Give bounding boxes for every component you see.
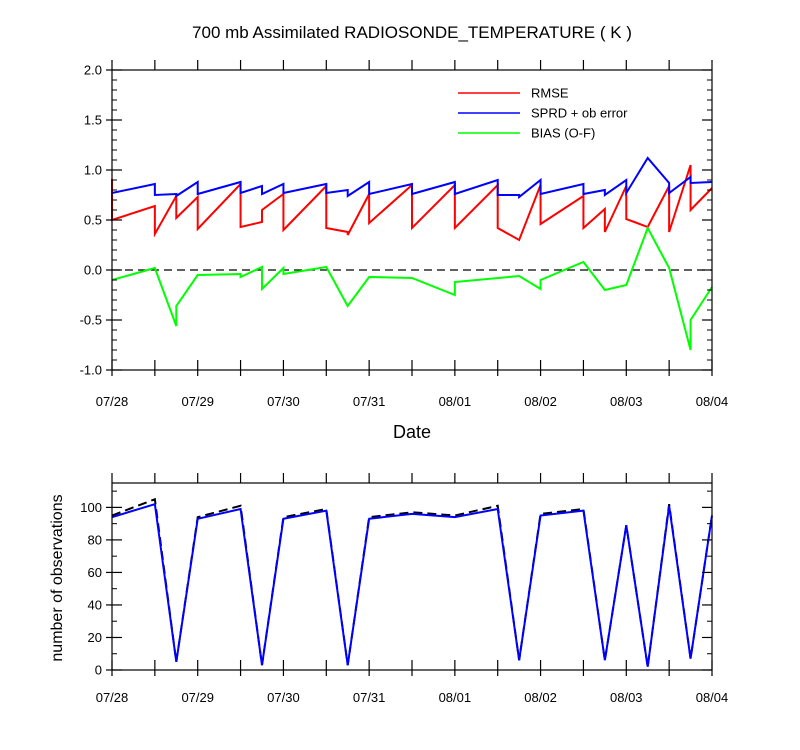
y-tick-label: 2.0: [84, 63, 102, 78]
y-tick-label: 60: [88, 565, 102, 580]
y-tick-label: 0.0: [84, 263, 102, 278]
chart-title: 700 mb Assimilated RADIOSONDE_TEMPERATUR…: [192, 23, 632, 42]
y-tick-label: 100: [80, 500, 102, 515]
legend-label-sprd-ob-error: SPRD + ob error: [531, 106, 628, 121]
x-tick-label: 07/31: [353, 690, 386, 705]
x-tick-label: 07/30: [267, 690, 300, 705]
y-axis-label-observations: number of observations: [49, 494, 66, 661]
x-tick-label: 07/28: [96, 394, 129, 409]
y-tick-label: 1.5: [84, 113, 102, 128]
y-tick-label: 20: [88, 630, 102, 645]
x-tick-label: 08/04: [696, 690, 729, 705]
x-tick-label: 07/28: [96, 690, 129, 705]
bottom-plot-frame: [111, 482, 713, 671]
series-line-rmse: [111, 164, 713, 242]
x-tick-label: 08/01: [439, 394, 472, 409]
y-tick-label: 0.5: [84, 213, 102, 228]
observation-count-chart: 07/28 07/29 07/30 07/31 08/01 08/02 08/03 08/04…: [49, 473, 728, 705]
x-tick-label: 08/01: [439, 690, 472, 705]
y-tick-label: -1.0: [80, 363, 102, 378]
bias-rmse-chart: 700 mb Assimilated RADIOSONDE_TEMPERATUR…: [80, 23, 729, 442]
x-tick-label: 08/03: [610, 394, 643, 409]
series-line-reference-dashed: [111, 497, 713, 667]
x-tick-label: 07/31: [353, 394, 386, 409]
y-tick-label: -0.5: [80, 313, 102, 328]
x-tick-label: 08/02: [524, 690, 557, 705]
legend-label-rmse: RMSE: [531, 86, 569, 101]
x-tick-label: 07/30: [267, 394, 300, 409]
x-tick-label: 07/29: [181, 690, 214, 705]
legend-label-bias-o-f: BIAS (O-F): [531, 126, 595, 141]
series-line-sprd-ob-error: [111, 156, 713, 200]
y-tick-label: 40: [88, 597, 102, 612]
series-line-assimilated: [111, 502, 713, 667]
series-line-bias-o-f: [111, 225, 713, 351]
x-tick-label: 08/02: [524, 394, 557, 409]
legend: RMSE SPRD + ob error BIAS (O-F): [458, 86, 628, 141]
y-tick-label: 80: [88, 532, 102, 547]
x-tick-label: 08/03: [610, 690, 643, 705]
x-tick-label: 08/04: [696, 394, 729, 409]
x-axis-label: Date: [393, 422, 431, 442]
x-tick-label: 07/29: [181, 394, 214, 409]
y-tick-label: 0: [95, 663, 102, 678]
y-tick-label: 1.0: [84, 163, 102, 178]
